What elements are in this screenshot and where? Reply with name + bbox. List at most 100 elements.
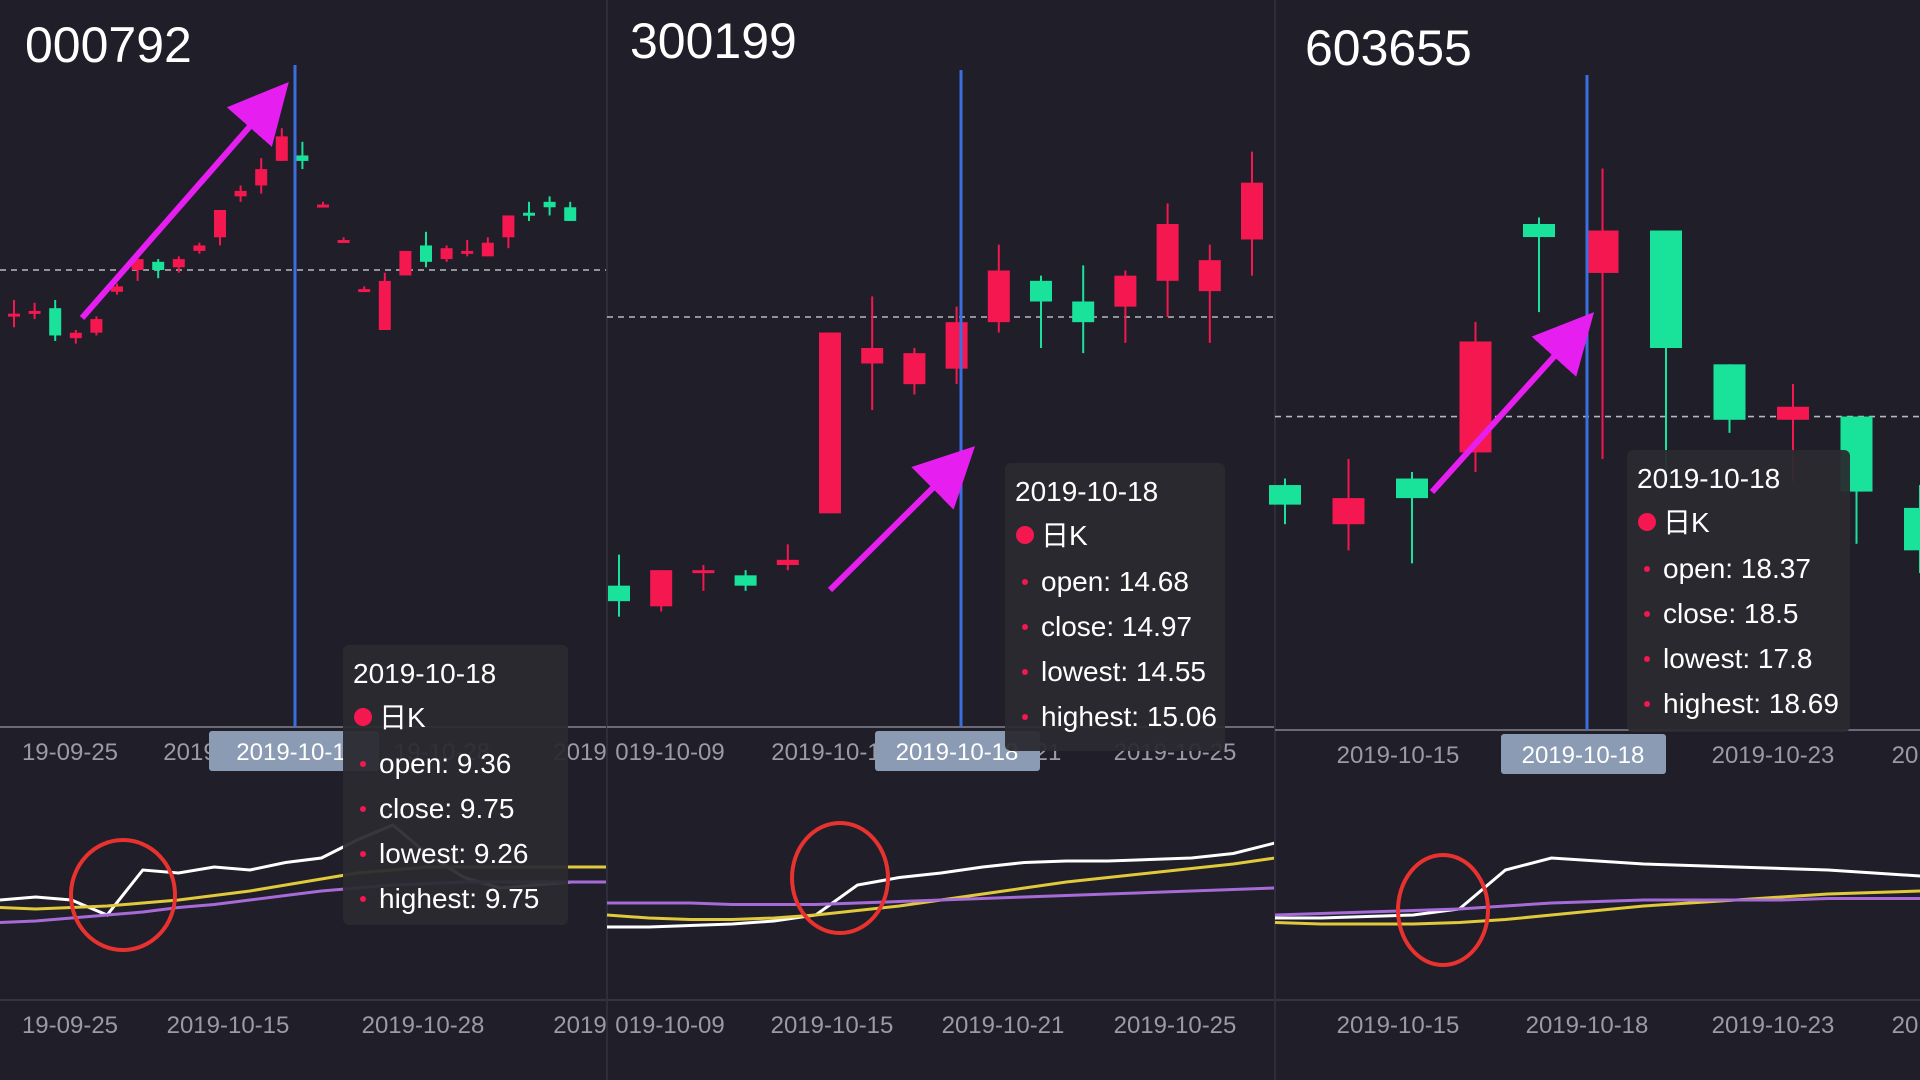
candle-body (650, 570, 673, 607)
bottom-tick-label: 2019-10-18 (1526, 1012, 1649, 1039)
candle-body (337, 240, 350, 243)
candle-body (461, 250, 474, 254)
series-marker-icon (354, 708, 372, 726)
x-tick-label: 2019-10-23 (1712, 742, 1835, 769)
candle-body (692, 570, 715, 574)
crosshair-date-box (1501, 734, 1666, 774)
candle-body (1904, 507, 1920, 551)
crosshair-date-label: 2019-10-18 (1522, 742, 1645, 769)
tooltip-lowest: lowest: 14.55 (1041, 656, 1206, 687)
candle-body (1241, 182, 1263, 240)
candle (8, 300, 20, 328)
highlight-circle (1396, 853, 1490, 967)
indicator-line-purple (1274, 897, 1920, 917)
tooltip-close: close: 18.5 (1663, 598, 1798, 629)
candle-body (523, 212, 535, 216)
x-tick-label: 019-10-09 (615, 739, 724, 766)
tooltip-highest: highest: 18.69 (1663, 688, 1839, 719)
candle-body (1269, 485, 1301, 505)
bullet-icon (360, 896, 366, 902)
candle-body (1650, 230, 1682, 348)
candle (317, 201, 329, 208)
candle (776, 544, 799, 571)
candle (399, 250, 412, 276)
candle (461, 240, 474, 257)
candle (861, 296, 884, 410)
candle-body (1713, 364, 1746, 420)
indicator-line-purple (607, 886, 1276, 906)
candle-body (1114, 275, 1137, 307)
candle-body (172, 259, 185, 268)
candle-body (378, 280, 391, 330)
candle (440, 245, 453, 262)
candle-body (543, 201, 556, 208)
candle (275, 128, 288, 161)
candle (214, 210, 226, 246)
candle (1586, 168, 1619, 459)
trend-arrow (1429, 312, 1595, 495)
candle-body (481, 242, 494, 257)
tooltip-highest: highest: 9.75 (379, 883, 539, 914)
candle (111, 283, 123, 295)
candle (1156, 203, 1179, 317)
tooltip-series-name: 日K (379, 702, 426, 733)
tooltip-lowest: lowest: 9.26 (379, 838, 528, 869)
bottom-tick-label: 2019-10-23 (1712, 1012, 1835, 1039)
tooltip-lowest: lowest: 17.8 (1663, 643, 1812, 674)
candle-body (1030, 280, 1052, 302)
candle (1650, 230, 1682, 476)
bullet-icon (1022, 624, 1028, 630)
bullet-icon (1022, 669, 1028, 675)
candle (172, 256, 185, 273)
candle-body (608, 585, 630, 602)
candle (90, 316, 103, 336)
candle-body (987, 270, 1010, 323)
candle-body (193, 245, 206, 251)
bottom-tick-label: 019-10-09 (615, 1012, 724, 1039)
candle (543, 196, 556, 216)
bottom-tick-label: 2019-10-25 (1114, 1012, 1237, 1039)
candle (49, 300, 62, 341)
crosshair-date-label: 2019-10-18 (896, 739, 1019, 766)
highlight-circle (790, 821, 890, 935)
candle-body (90, 319, 103, 333)
candle (692, 565, 715, 591)
candle-body (296, 155, 309, 161)
candle (523, 201, 535, 221)
candle (502, 215, 515, 249)
candle-body (131, 259, 144, 270)
candle-body (255, 169, 268, 186)
bottom-tick-label: 20 (1892, 1012, 1919, 1039)
bullet-icon (360, 806, 366, 812)
tooltip: 2019-10-18 日K open: 18.37 close: 18.5 lowest… (1627, 450, 1850, 732)
candle-body (399, 250, 412, 276)
bullet-icon (1644, 611, 1650, 617)
series-marker-icon (1638, 513, 1656, 531)
candle-body (69, 332, 82, 339)
candle (819, 332, 841, 514)
bullet-icon (1022, 714, 1028, 720)
bullet-icon (1022, 579, 1028, 585)
candle-body (1586, 230, 1619, 273)
tooltip-series-name: 日K (1663, 507, 1710, 538)
tooltip-open: open: 9.36 (379, 748, 511, 779)
series-marker-icon (1016, 526, 1034, 544)
candle (1030, 275, 1052, 348)
candle-body (275, 136, 288, 161)
candle (1114, 270, 1137, 343)
candle-body (1396, 478, 1428, 499)
candle (1396, 472, 1428, 564)
tooltip-date: 2019-10-18 (1015, 476, 1158, 507)
candle (1904, 485, 1920, 574)
x-tick-label: 20 (1892, 742, 1919, 769)
tooltip-open: open: 18.37 (1663, 553, 1811, 584)
candle-body (420, 245, 432, 262)
candle (1072, 265, 1095, 354)
tooltip-close: close: 9.75 (379, 793, 514, 824)
candle (1332, 458, 1365, 551)
candle-body (1072, 301, 1095, 323)
indicator-line-yellow (1274, 889, 1920, 926)
stock-code-title: 603655 (1305, 20, 1472, 76)
candle (1241, 151, 1263, 276)
candle (1523, 217, 1555, 313)
